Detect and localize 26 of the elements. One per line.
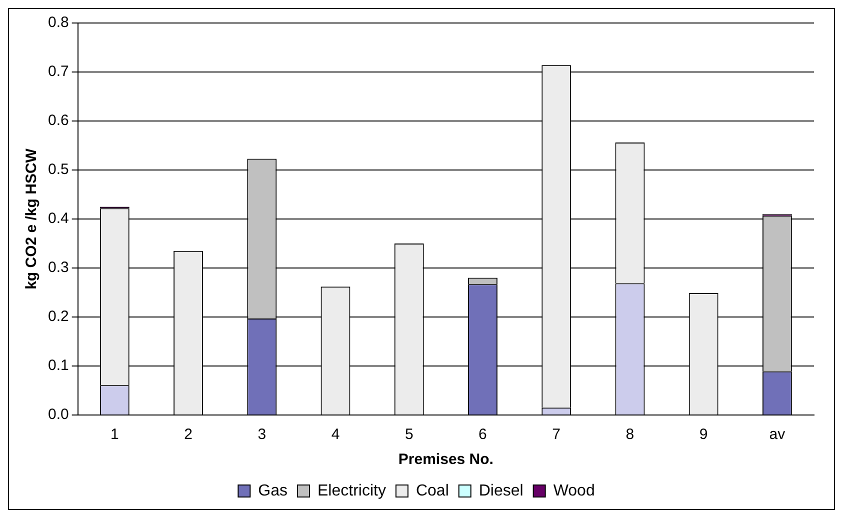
x-axis-title: Premises No. [398, 451, 494, 468]
x-tick-label: 2 [184, 426, 192, 444]
x-tick-label: 7 [552, 426, 561, 444]
legend-label: Diesel [478, 482, 524, 500]
legend-label: Coal [416, 482, 449, 500]
legend-label: Gas [258, 482, 288, 500]
x-tick-label: 4 [331, 426, 340, 444]
y-tick-label: 0.6 [48, 112, 69, 130]
x-tick-label: 3 [258, 426, 266, 444]
x-tick-label: 6 [478, 426, 487, 444]
x-tick-label: 1 [110, 426, 119, 444]
y-tick-label: 0.4 [48, 210, 69, 228]
y-tick-label: 0.8 [48, 14, 69, 32]
y-tick-label: 0.1 [48, 357, 69, 374]
x-tick-label: 9 [699, 426, 708, 444]
y-tick-label: 0.5 [48, 161, 69, 178]
y-axis-title: kg CO2 e /kg HSCW [23, 148, 40, 290]
x-tick-label: 5 [404, 426, 414, 444]
x-tick-label: 8 [626, 426, 634, 444]
y-tick-label: 0.0 [48, 406, 69, 424]
legend-label: Wood [553, 482, 595, 500]
x-tick-label: av [769, 426, 786, 444]
y-tick-label: 0.3 [48, 259, 69, 276]
legend-label: Electricity [318, 482, 386, 500]
y-tick-label: 0.2 [48, 308, 69, 326]
y-tick-label: 0.7 [48, 63, 69, 80]
